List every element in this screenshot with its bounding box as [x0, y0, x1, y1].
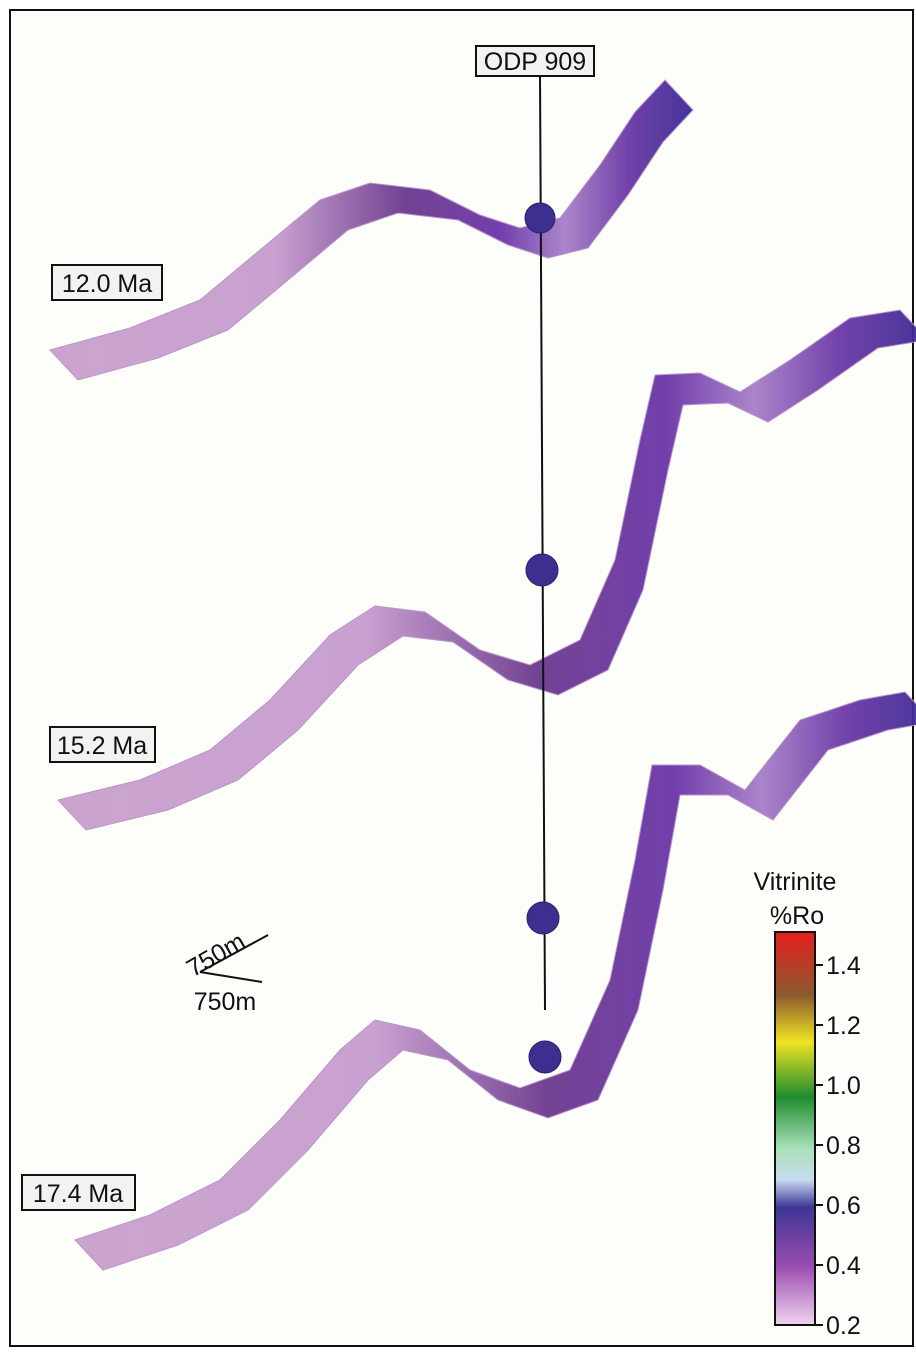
colorbar-tick-label: 0.2 [826, 1312, 861, 1340]
sample-sphere [525, 203, 555, 233]
colorbar-tick-label: 0.6 [826, 1192, 861, 1220]
horizon-label: 15.2 Ma [57, 732, 147, 760]
colorbar-tick-label: 1.2 [826, 1012, 861, 1040]
horizon-label: 12.0 Ma [62, 270, 152, 298]
sample-sphere [526, 554, 558, 586]
page: {"well": {"label": "ODP 909"}, "horizons… [0, 0, 916, 1348]
colorbar-tick-label: 1.0 [826, 1072, 861, 1100]
figure: ODP 909 12.0 Ma 15.2 Ma 17.4 Ma 750m 750… [0, 0, 916, 1348]
colorbar-tick-label: 1.4 [826, 952, 861, 980]
scale-label: 750m [194, 988, 257, 1016]
sample-sphere [529, 1041, 561, 1073]
colorbar-title: Vitrinite [754, 868, 837, 896]
horizon-label: 17.4 Ma [33, 1180, 123, 1208]
colorbar-tick-label: 0.8 [826, 1132, 861, 1160]
well-label: ODP 909 [484, 48, 586, 76]
colorbar-tick-label: 0.4 [826, 1252, 861, 1280]
colorbar-unit: %Ro [770, 902, 824, 930]
sample-sphere [527, 902, 559, 934]
colorbar [775, 932, 815, 1325]
